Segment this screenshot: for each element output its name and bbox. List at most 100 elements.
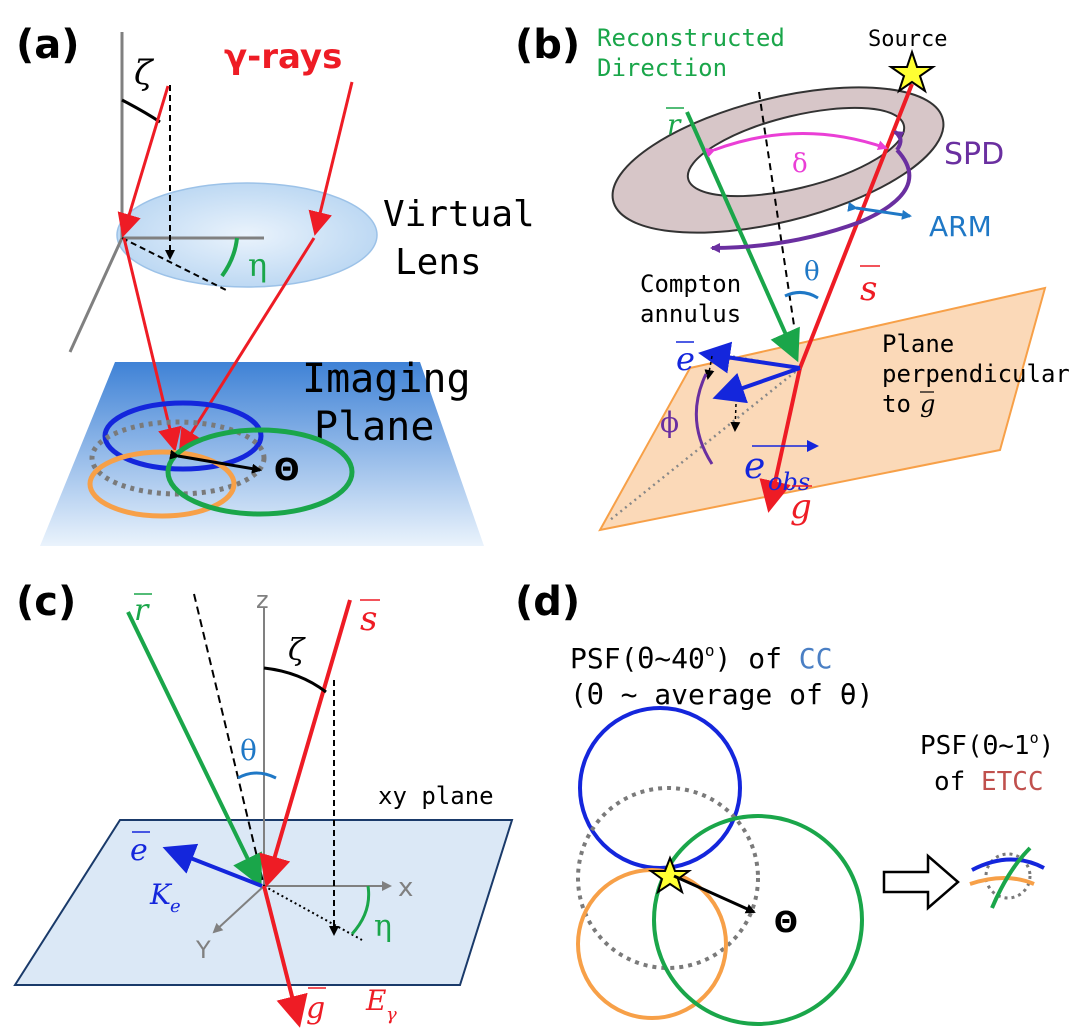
c-K: K [149, 878, 173, 911]
a-imaging: Imaging [302, 356, 471, 402]
a-zeta: ζ [134, 53, 155, 93]
c-s-vec: s [360, 599, 377, 639]
panel-a: (a) ζ η γ-rays Virtual Lens Imaging Plan… [16, 22, 535, 546]
b-arm: ARM [929, 210, 992, 243]
a-ray-1 [117, 85, 170, 238]
c-zeta: ζ [288, 633, 306, 668]
panel-b-label: (b) [515, 22, 580, 68]
b-e-vec: e [676, 340, 695, 378]
d-circle-gray-dashed [576, 786, 760, 970]
d-etcc-blue [971, 857, 1045, 872]
a-theta-arrow [169, 449, 262, 474]
c-xy-plane-label: xy plane [378, 782, 494, 810]
b-red-arrow [759, 367, 802, 513]
c-zeta-arc [263, 666, 327, 694]
c-y: Y [195, 936, 211, 964]
panel-d: (d) PSF(Θ~40o) of CC (Θ ~ average of θ) … [515, 579, 1054, 1026]
a-diagonal-axis [68, 237, 124, 353]
b-source: Source [868, 27, 947, 52]
d-circle-blue [578, 706, 742, 870]
d-star [647, 855, 693, 895]
b-theta-arc [784, 291, 819, 300]
b-plane-line3: to [882, 390, 911, 418]
a-zeta-arc [121, 98, 161, 124]
c-e-arrow [162, 843, 263, 888]
d-etcc-green [990, 846, 1032, 909]
a-ray-2-down [178, 237, 316, 454]
c-y-axis [212, 885, 265, 934]
b-e-vec-arrow-1 [698, 341, 801, 374]
a-eta: η [248, 246, 267, 284]
b-direction: Direction [597, 54, 727, 82]
c-dotted-proj [263, 885, 363, 941]
b-dashed-line [758, 91, 799, 353]
b-annulus: annulus [640, 300, 741, 328]
b-delta-arrow [704, 132, 888, 158]
b-dotted-2 [609, 367, 801, 521]
d-psf-cc-note: (Θ ~ average of θ) [570, 678, 873, 711]
a-ring-green [165, 427, 355, 517]
b-r-vec: r [667, 108, 682, 141]
panel-d-label: (d) [515, 579, 580, 625]
d-big-arrow [882, 853, 960, 911]
b-spd: SPD [944, 137, 1004, 172]
c-eta-arc [350, 885, 371, 936]
c-dashed-diag [193, 593, 265, 887]
d-theta-arrow [673, 874, 756, 914]
b-source-star [887, 48, 937, 94]
b-plane-line2: perpendicular [882, 360, 1070, 388]
c-x: x [398, 873, 413, 903]
c-xy-plane [13, 819, 514, 986]
b-e-obs-e: e [744, 446, 765, 487]
b-delta: δ [792, 149, 808, 179]
b-g-vec: g [790, 487, 812, 527]
b-e-dash-2 [730, 403, 741, 432]
d-of-etcc: of ETCC [934, 767, 1044, 797]
a-lens: Lens [395, 242, 482, 283]
b-arm-arrow [847, 201, 912, 220]
c-K-sub: e [170, 896, 181, 917]
c-z: z [256, 586, 269, 614]
b-theta: θ [804, 257, 820, 287]
d-psf-cc: PSF(Θ~40o) of CC [570, 641, 833, 675]
c-theta-arc [237, 771, 277, 780]
a-gamma-rays: γ-rays [224, 37, 342, 77]
b-reconstructed: Reconstructed [597, 24, 785, 52]
panel-c-label: (c) [16, 579, 76, 625]
a-ray-1-down [122, 237, 182, 452]
d-etcc-gray-dashed [984, 852, 1032, 900]
panel-b: (b) Source Reconstructed Direction r δ S… [515, 22, 1070, 532]
b-e-vec-arrow-2 [712, 366, 801, 404]
b-plane-line1: Plane [882, 330, 954, 358]
d-etcc-orange [969, 876, 1035, 886]
a-virtual: Virtual [383, 194, 535, 235]
b-g-inline: g [920, 390, 935, 418]
b-compton: Compton [640, 270, 741, 298]
b-e-dash-1 [704, 355, 715, 380]
b-s-vec: s [860, 269, 877, 309]
c-red-arrow [259, 599, 352, 888]
a-eta-arc [220, 237, 239, 278]
c-e-vec: e [130, 833, 148, 868]
b-spd-arc [710, 148, 912, 253]
a-ray-2 [308, 81, 354, 236]
c-theta: θ [240, 734, 257, 767]
c-g-vec: g [306, 991, 325, 1026]
c-green-arrow [126, 611, 262, 888]
b-e-obs-sub: obs [768, 468, 810, 496]
d-circle-orange [576, 868, 728, 1020]
c-g-arrow [262, 885, 308, 1028]
b-spd-arc-top [893, 130, 905, 152]
panel-c: (c) xy plane z x Y r s g E γ e K [13, 579, 514, 1028]
d-Theta: Θ [774, 906, 798, 939]
b-orange-plane [598, 286, 1047, 532]
b-phi: ϕ [660, 406, 679, 439]
a-Theta: Θ [274, 453, 300, 488]
d-circle-green [652, 814, 864, 1026]
virtual-lens [116, 182, 378, 288]
panel-a-label: (a) [16, 22, 80, 68]
d-psf-etcc: PSF(Θ~1o) [920, 729, 1054, 761]
b-compton-annulus [611, 86, 945, 234]
a-plane: Plane [314, 404, 434, 450]
